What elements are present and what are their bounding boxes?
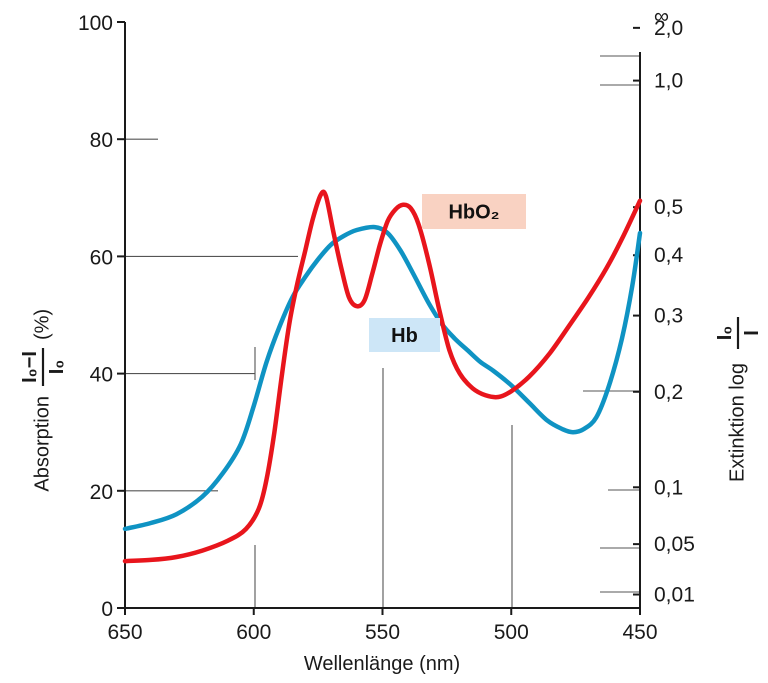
left-y-frac-denominator: I₀ [46,360,68,375]
right-y-tick-label: 0,5 [654,196,683,219]
x-tick-label: 450 [622,621,657,644]
left-y-tick-label: 80 [90,129,113,152]
left-y-tick-label: 0 [101,598,113,621]
series-labels: HbO₂ Hb [369,194,526,352]
hbo--curve [122,189,643,564]
axis-ticks: 650 600 550 500 450 0 20 40 60 80 100 ∞2,0 1,0 0,5 0,4… [78,5,695,644]
right-y-tick-label: 0,4 [654,244,684,267]
left-y-tick-label: 60 [90,246,113,269]
right-y-tick-label: 2,0 [654,17,683,40]
right-y-tick-label: 0,3 [654,305,683,328]
right-y-tick-label: ∞ [654,5,669,28]
series-curves [122,189,643,564]
reference-lines [125,55,640,608]
right-y-tick-label: 0,05 [654,533,695,556]
right-y-tick-label: 1,0 [654,70,683,93]
x-tick-label: 600 [236,621,271,644]
right-y-axis-label: Extinktion log [726,363,748,482]
hb-label-box [369,318,440,352]
right-y-tick-label: 0,01 [654,584,695,607]
hbo--label-box [422,194,526,229]
left-y-axis-unit: (%) [31,309,53,340]
right-y-tick-label: 0,2 [654,381,683,404]
left-y-tick-label: 40 [90,364,113,387]
right-y-axis-title: Extinktion log I₀ I [714,317,763,482]
right-y-tick-label: 0,1 [654,476,683,499]
left-y-frac-numerator: I₀−I [19,351,41,383]
left-y-axis-label: Absorption [31,396,53,492]
x-tick-label: 650 [107,621,142,644]
left-y-axis-title: Absorption I₀−I I₀ (%) [19,309,68,492]
hb-label: Hb [391,325,418,347]
x-tick-label: 550 [365,621,400,644]
right-y-frac-denominator: I [741,330,763,336]
left-y-tick-label: 20 [90,481,113,504]
x-axis-title: Wellenlänge (nm) [304,653,460,675]
hbo--label: HbO₂ [448,202,499,224]
hb-curve [122,224,643,532]
x-tick-label: 500 [494,621,529,644]
left-y-tick-label: 100 [78,12,113,35]
right-y-frac-numerator: I₀ [714,326,736,341]
